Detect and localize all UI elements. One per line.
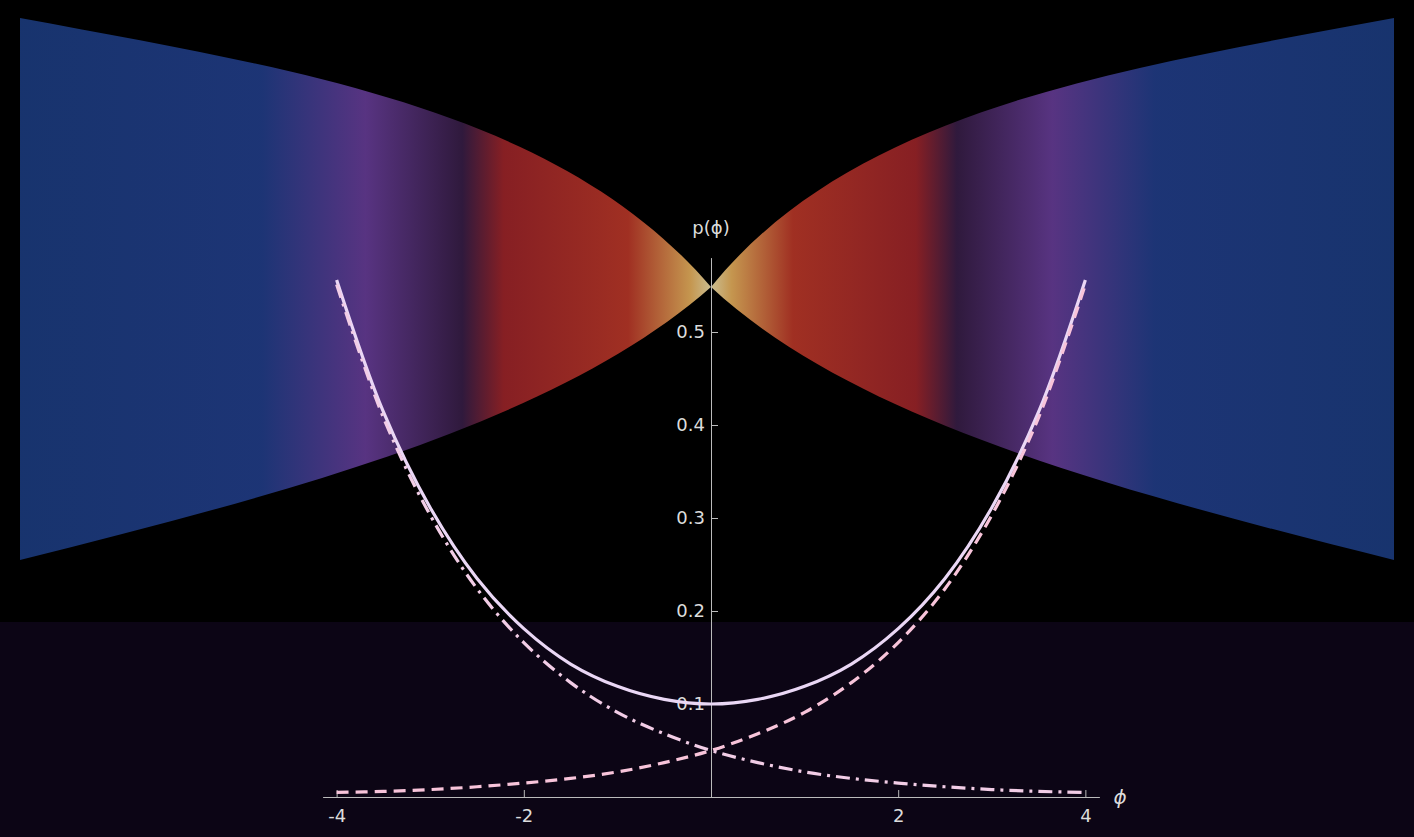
x-tick: -2: [515, 790, 533, 826]
y-tick-mark: [711, 611, 718, 612]
y-tick: 0.2: [676, 600, 718, 621]
x-tick: -4: [328, 790, 346, 826]
x-tick-label: -4: [328, 805, 346, 826]
series-line: [337, 280, 1086, 704]
y-tick: 0.4: [676, 414, 718, 435]
y-axis: 0.10.20.30.40.5: [676, 258, 718, 797]
y-tick-label: 0.2: [676, 600, 705, 621]
y-tick: 0.5: [676, 321, 718, 342]
background: [0, 0, 1414, 837]
y-tick-mark: [711, 332, 718, 333]
x-tick-label: 4: [1080, 805, 1091, 826]
y-axis-line: [711, 258, 712, 797]
plot-area: [337, 280, 1086, 792]
y-tick-label: 0.5: [676, 321, 705, 342]
y-tick-mark: [711, 518, 718, 519]
series-line: [337, 285, 1086, 793]
y-axis-title: p(ϕ): [692, 217, 729, 238]
y-tick-label: 0.3: [676, 507, 705, 528]
x-tick-mark: [524, 790, 525, 797]
x-axis-title: ϕ: [1113, 785, 1126, 809]
y-tick: 0.3: [676, 507, 718, 528]
x-tick: 2: [893, 790, 904, 826]
x-tick-label: 2: [893, 805, 904, 826]
chart: -4-2240.10.20.30.40.5ϕp(ϕ): [0, 0, 1414, 837]
x-tick-label: -2: [515, 805, 533, 826]
series-line: [337, 285, 1086, 793]
y-tick-label: 0.4: [676, 414, 705, 435]
x-tick-mark: [898, 790, 899, 797]
bounce-left: [20, 18, 711, 560]
x-tick-mark: [1085, 790, 1086, 797]
y-tick-mark: [711, 425, 718, 426]
lower-band: [0, 622, 1414, 837]
x-tick: 4: [1080, 790, 1091, 826]
bounce-right: [711, 18, 1394, 560]
